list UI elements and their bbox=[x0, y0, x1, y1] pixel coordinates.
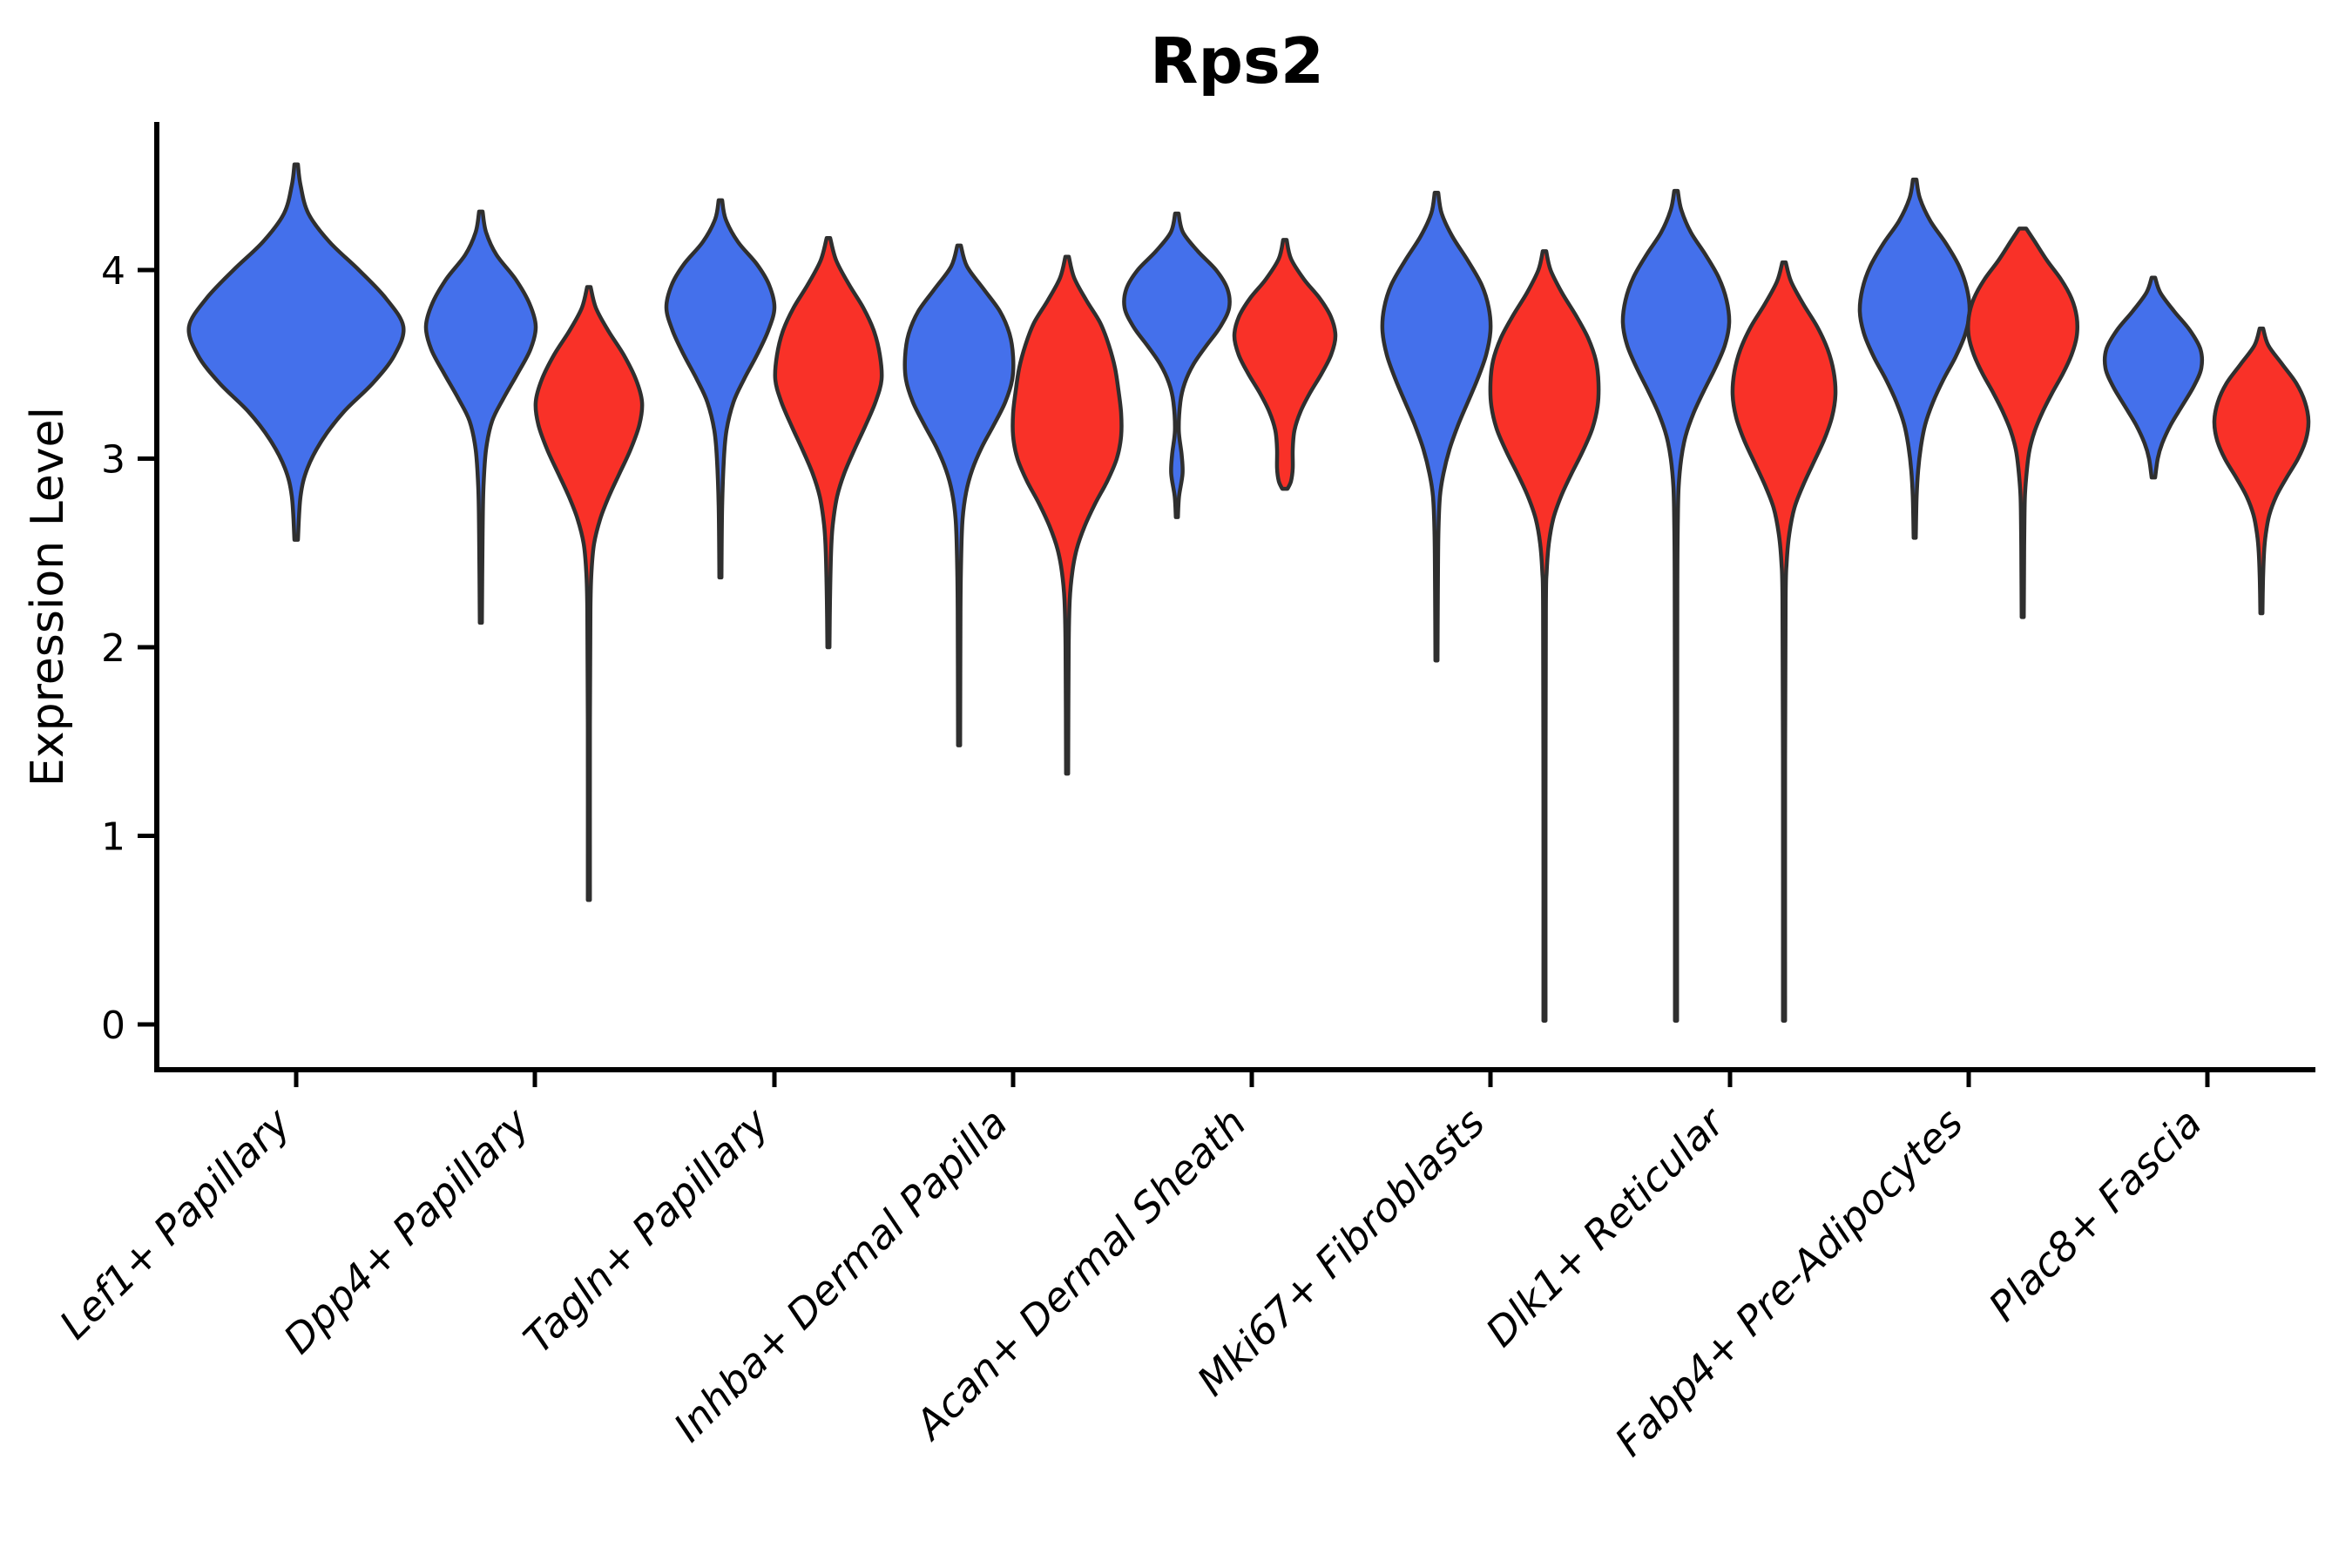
violin-plac8-fascia-blue bbox=[2102, 275, 2205, 480]
violin-tagln-papillary-red bbox=[773, 235, 884, 650]
y-tick-label: 1 bbox=[101, 815, 125, 860]
violin-dlk1-reticular-red bbox=[1730, 260, 1838, 1023]
x-tick-label-dlk1-reticular: Dlk1+ Reticular bbox=[1477, 1097, 1735, 1355]
y-tick-label: 3 bbox=[101, 438, 125, 483]
violin-mki67-fibroblasts-red bbox=[1488, 249, 1601, 1023]
y-tick-label: 2 bbox=[101, 626, 125, 671]
chart-title: Rps2 bbox=[1150, 24, 1324, 98]
x-tick-label-dpp4-papillary: Dpp4+ Papillary bbox=[274, 1098, 538, 1362]
violin-fabp4-pre-adipocytes-red bbox=[1966, 226, 2079, 619]
violin-acan-dermal-sheath-red bbox=[1232, 238, 1338, 491]
violin-tagln-papillary-blue bbox=[664, 198, 777, 580]
x-tick-label-tagln-papillary: Tagln+ Papillary bbox=[514, 1098, 778, 1362]
violin-mki67-fibroblasts-blue bbox=[1380, 190, 1493, 663]
violin-inhba-dermal-papilla-blue bbox=[902, 243, 1016, 747]
violin-dpp4-papillary-blue bbox=[423, 209, 538, 625]
violins bbox=[186, 162, 2311, 1023]
violin-lef1-papillary-blue bbox=[186, 162, 406, 542]
violin-plac8-fascia-red bbox=[2212, 326, 2311, 616]
violin-acan-dermal-sheath-blue bbox=[1122, 211, 1232, 519]
y-tick-label: 4 bbox=[101, 249, 125, 294]
x-tick-label-plac8-fascia: Plac8+ Fascia bbox=[1979, 1099, 2210, 1330]
x-tick-label-lef1-papillary: Lef1+ Papillary bbox=[51, 1098, 300, 1348]
violin-dlk1-reticular-blue bbox=[1620, 188, 1732, 1023]
y-tick-label: 0 bbox=[101, 1004, 125, 1048]
axis-spines bbox=[154, 122, 2315, 1072]
violin-fabp4-pre-adipocytes-blue bbox=[1857, 177, 1972, 540]
violin-dpp4-papillary-red bbox=[533, 285, 645, 902]
violin-inhba-dermal-papilla-red bbox=[1010, 254, 1124, 776]
